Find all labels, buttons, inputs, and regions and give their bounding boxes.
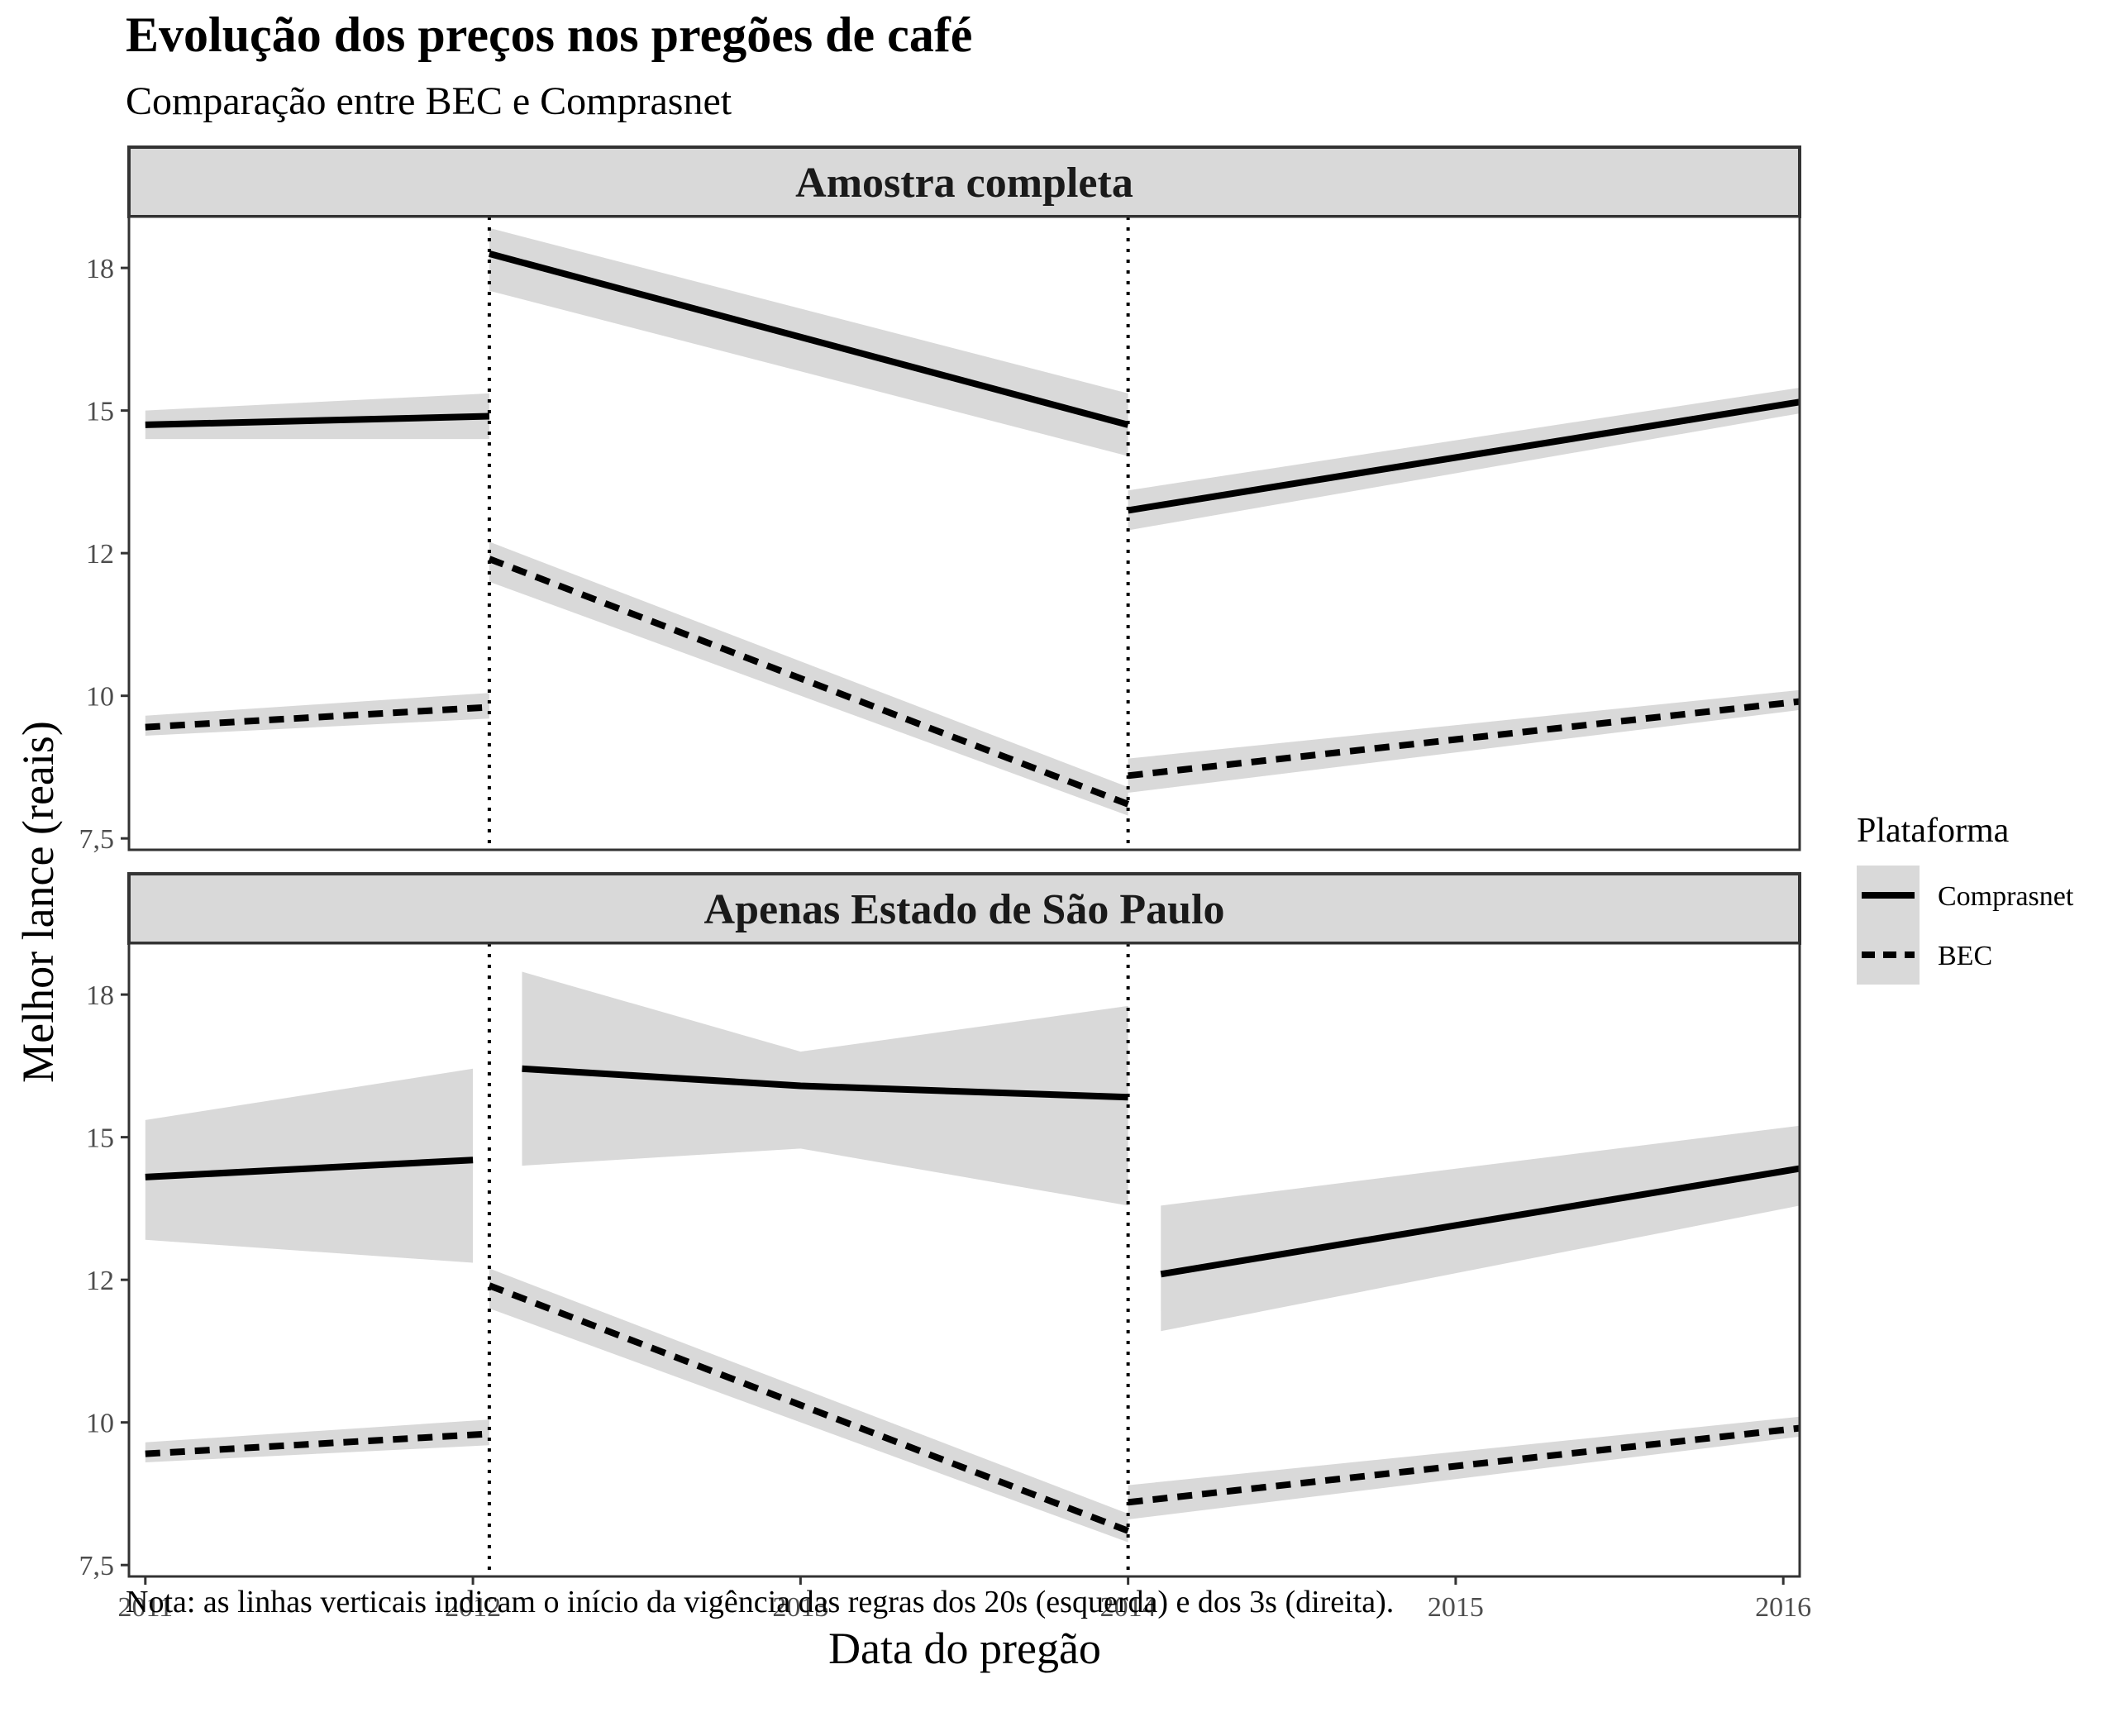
- x-tick-label: 2016: [1755, 1592, 1811, 1623]
- y-tick-label: 15: [86, 397, 114, 427]
- series-line: [145, 1157, 474, 1180]
- panel-border: [127, 942, 1801, 1578]
- chart-subtitle: Comparação entre BEC e Comprasnet: [126, 79, 732, 123]
- chart-title: Evolução dos preços nos pregões de café: [126, 7, 972, 62]
- x-tick-label: 2014: [1100, 1592, 1157, 1623]
- confidence-band: [1128, 689, 1800, 793]
- panel: Amostra completa 7,5 10 12 15 18: [79, 145, 1801, 855]
- series-line: [1127, 398, 1800, 514]
- series-line: [1128, 698, 1800, 780]
- y-tick-label: 12: [86, 539, 114, 570]
- y-axis-title: Melhor lance (reais): [13, 721, 63, 1083]
- y-tick-label: 10: [86, 1409, 114, 1439]
- series-line: [145, 413, 489, 428]
- y-tick-label: 7,5: [79, 1551, 115, 1581]
- legend: Plataforma Comprasnet BEC: [1857, 812, 2074, 985]
- panel-strip-label: Amostra completa: [795, 160, 1133, 207]
- panel-border: [127, 215, 1801, 851]
- x-axis: 2011 2012 2013 2014 2015 2016: [117, 1576, 1811, 1623]
- chart-caption: Nota: as linhas verticais indicam o iníc…: [126, 1585, 1394, 1619]
- confidence-band: [1161, 1125, 1800, 1332]
- series-line: [145, 703, 490, 731]
- confidence-band: [145, 393, 489, 440]
- y-tick-label: 18: [86, 980, 114, 1011]
- panel-strip: [127, 872, 1801, 945]
- panel-strip-label: Apenas Estado de São Paulo: [704, 886, 1225, 933]
- legend-title: Plataforma: [1857, 812, 2010, 850]
- x-axis-title: Data do pregão: [828, 1624, 1101, 1673]
- confidence-band: [1128, 1416, 1800, 1519]
- y-tick-label: 15: [86, 1123, 114, 1154]
- x-tick-label: 2013: [772, 1592, 828, 1623]
- panel-strip: [127, 145, 1801, 218]
- series-line: [1128, 1424, 1800, 1506]
- panel: Apenas Estado de São Paulo 7,5 10 12 15 18: [79, 872, 1801, 1581]
- series-line: [488, 556, 1130, 808]
- series-line: [522, 1065, 1128, 1101]
- legend-label: BEC: [1938, 941, 1992, 971]
- x-tick-label: 2012: [445, 1592, 501, 1623]
- legend-label: Comprasnet: [1938, 881, 2074, 912]
- y-tick-label: 7,5: [79, 824, 115, 855]
- series-line: [145, 1430, 490, 1457]
- y-tick-label: 18: [86, 254, 114, 284]
- y-tick-label: 10: [86, 682, 114, 713]
- series-line: [488, 1282, 1130, 1534]
- series-line: [1160, 1165, 1800, 1278]
- confidence-band: [489, 1268, 1128, 1543]
- confidence-band: [489, 541, 1128, 816]
- x-tick-label: 2011: [117, 1592, 173, 1623]
- x-tick-label: 2015: [1428, 1592, 1484, 1623]
- series-line: [488, 250, 1129, 428]
- y-tick-label: 12: [86, 1266, 114, 1296]
